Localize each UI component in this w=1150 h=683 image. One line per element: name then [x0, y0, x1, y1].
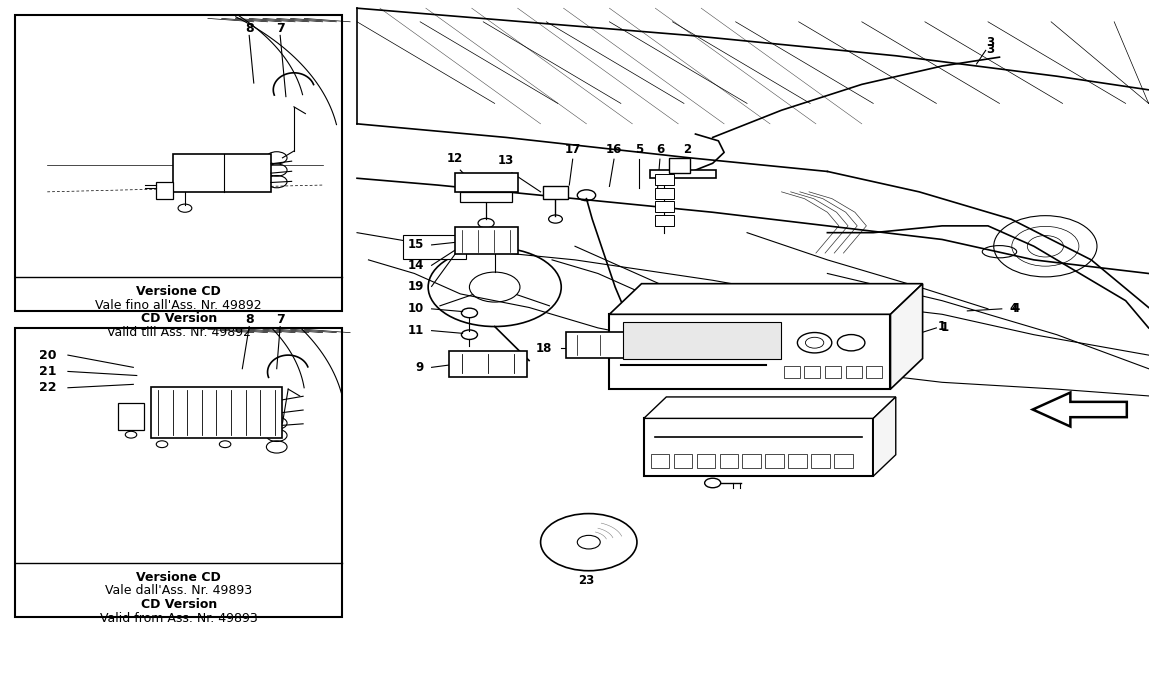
Bar: [656, 174, 674, 185]
Bar: [623, 322, 781, 359]
Bar: [656, 201, 674, 212]
Text: 18: 18: [536, 342, 552, 354]
Text: 4: 4: [1009, 303, 1018, 316]
Bar: [651, 454, 669, 468]
Bar: [15, 328, 342, 617]
Text: 1: 1: [941, 322, 949, 335]
Text: 9: 9: [415, 361, 423, 374]
Polygon shape: [610, 283, 922, 314]
Bar: [610, 314, 890, 389]
Bar: [402, 235, 466, 258]
Text: 10: 10: [407, 303, 423, 316]
Polygon shape: [873, 397, 896, 476]
Text: Valid from Ass. Nr. 49893: Valid from Ass. Nr. 49893: [100, 611, 258, 624]
Bar: [743, 454, 761, 468]
Bar: [151, 387, 283, 438]
Bar: [812, 454, 829, 468]
Text: 5: 5: [635, 143, 643, 156]
Bar: [697, 454, 715, 468]
Bar: [674, 454, 692, 468]
Text: 17: 17: [565, 143, 581, 156]
Text: 21: 21: [39, 365, 56, 378]
Bar: [460, 192, 512, 202]
Bar: [720, 454, 738, 468]
Bar: [174, 154, 271, 192]
Bar: [15, 15, 342, 311]
Bar: [656, 188, 674, 199]
Bar: [543, 186, 568, 199]
Text: 20: 20: [39, 348, 56, 361]
Text: 14: 14: [407, 259, 423, 272]
Text: Vale dall'Ass. Nr. 49893: Vale dall'Ass. Nr. 49893: [105, 585, 252, 598]
Bar: [669, 158, 690, 173]
Text: 23: 23: [578, 574, 595, 587]
Bar: [656, 215, 674, 226]
Text: 11: 11: [407, 324, 423, 337]
Text: 13: 13: [498, 154, 514, 167]
Text: Valid till Ass. Nr. 49892: Valid till Ass. Nr. 49892: [107, 326, 251, 339]
Bar: [650, 170, 716, 178]
Text: 3: 3: [987, 42, 995, 55]
Text: 4: 4: [1011, 303, 1020, 316]
Text: 12: 12: [446, 152, 462, 165]
Bar: [644, 419, 873, 476]
Bar: [566, 332, 635, 358]
Bar: [766, 454, 784, 468]
Text: 7: 7: [276, 22, 284, 35]
Text: 8: 8: [245, 313, 253, 326]
Bar: [845, 365, 861, 378]
Bar: [834, 454, 852, 468]
Text: 2: 2: [683, 143, 691, 156]
Text: 22: 22: [39, 381, 56, 394]
Text: 15: 15: [407, 238, 423, 251]
Text: 6: 6: [656, 143, 664, 156]
Bar: [804, 365, 820, 378]
Bar: [454, 227, 518, 255]
Polygon shape: [890, 283, 922, 389]
Text: 8: 8: [245, 22, 253, 35]
Bar: [825, 365, 841, 378]
Text: Versione CD: Versione CD: [136, 285, 221, 298]
Text: 19: 19: [407, 280, 423, 293]
Bar: [118, 403, 144, 430]
Text: Versione CD: Versione CD: [136, 571, 221, 584]
Text: CD Version: CD Version: [140, 312, 216, 325]
Polygon shape: [644, 397, 896, 419]
Text: 7: 7: [276, 313, 284, 326]
Text: 3: 3: [987, 36, 995, 49]
Bar: [156, 182, 174, 199]
Bar: [783, 365, 799, 378]
Text: 16: 16: [606, 143, 622, 156]
Text: CD Version: CD Version: [140, 598, 216, 611]
Text: Vale fino all'Ass. Nr. 49892: Vale fino all'Ass. Nr. 49892: [95, 298, 262, 311]
Text: 1: 1: [938, 320, 946, 333]
Bar: [866, 365, 882, 378]
Bar: [448, 351, 527, 377]
Bar: [454, 173, 518, 192]
Bar: [789, 454, 807, 468]
